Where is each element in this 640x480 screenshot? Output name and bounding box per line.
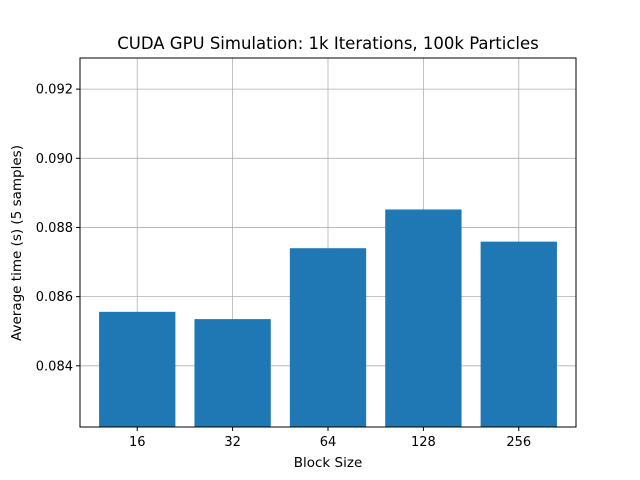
y-axis-ticks: 0.084 0.086 0.088 0.090 0.092 [36,83,80,374]
x-tick-label: 16 [129,435,146,450]
y-tick-label: 0.084 [36,359,73,374]
y-axis-label: Average time (s) (5 samples) [9,145,25,341]
x-axis-ticks: 16 32 64 128 256 [129,427,531,450]
bar-256 [480,241,557,427]
y-tick-label: 0.090 [36,152,73,167]
y-tick-label: 0.088 [36,221,73,236]
x-tick-label: 64 [320,435,337,450]
y-tick-label: 0.092 [36,83,73,98]
x-tick-label: 128 [411,435,436,450]
x-tick-label: 32 [224,435,241,450]
bars [99,209,557,427]
bar-16 [99,311,176,427]
bar-32 [194,319,271,427]
x-tick-label: 256 [506,435,531,450]
bar-128 [385,209,462,427]
y-tick-label: 0.086 [36,290,73,305]
chart-title: CUDA GPU Simulation: 1k Iterations, 100k… [117,34,539,53]
bar-64 [289,248,367,427]
x-axis-label: Block Size [294,455,363,471]
